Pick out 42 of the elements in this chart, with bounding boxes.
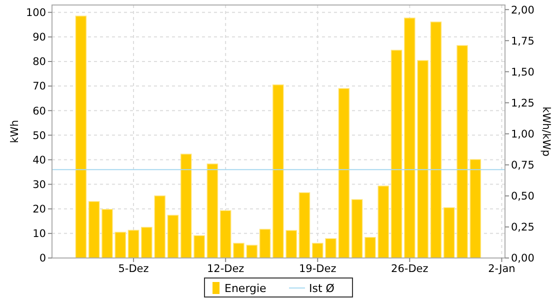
bar [338,88,350,258]
y-tick-label: 40 [32,154,46,166]
x-tick-label: 19-Dez [299,263,337,275]
y-tick-label: 0 [39,252,46,265]
x-tick-label: 12-Dez [206,263,245,275]
y2-tick-label: 1,75 [511,35,534,48]
y-tick-label: 100 [26,7,46,20]
y2-axis-title: kWh/kWp [540,106,552,157]
legend-label: Energie [224,282,267,295]
bar [75,16,87,258]
y-tick-label: 10 [32,228,46,240]
x-tick-label: 5-Dez [118,263,150,275]
bar [430,22,442,258]
y-tick-label: 90 [32,32,46,44]
y2-tick-label: 0,75 [511,160,534,172]
bar [298,192,310,258]
bar [128,230,140,258]
y2-tick-label: 1,25 [511,97,534,110]
bar [206,164,218,258]
y-tick-label: 80 [32,56,46,68]
x-tick-label: 26-Dez [391,263,429,275]
bar [220,210,232,258]
bar [351,199,363,258]
y-tick-label: 30 [32,178,46,191]
bar [470,159,482,258]
y-tick-label: 70 [32,80,46,93]
bar [167,214,179,258]
y2-tick-label: 1,50 [511,66,534,78]
y2-tick-label: 0,25 [511,222,534,234]
y-axis-title: kWh [9,120,21,144]
y2-tick-label: 2,00 [511,4,534,16]
y2-tick-label: 1,00 [511,128,534,140]
x-tick-label: 2-Jan [488,263,516,275]
bar [88,201,100,258]
y2-tick-label: 0,00 [511,252,534,265]
y2-tick-label: 0,50 [511,190,534,203]
y-tick-label: 20 [32,204,46,216]
y-tick-label: 50 [32,130,46,142]
bar [259,228,271,258]
legend-label: Ist Ø [309,282,335,295]
y-tick-label: 60 [32,105,46,118]
bar [390,50,402,258]
